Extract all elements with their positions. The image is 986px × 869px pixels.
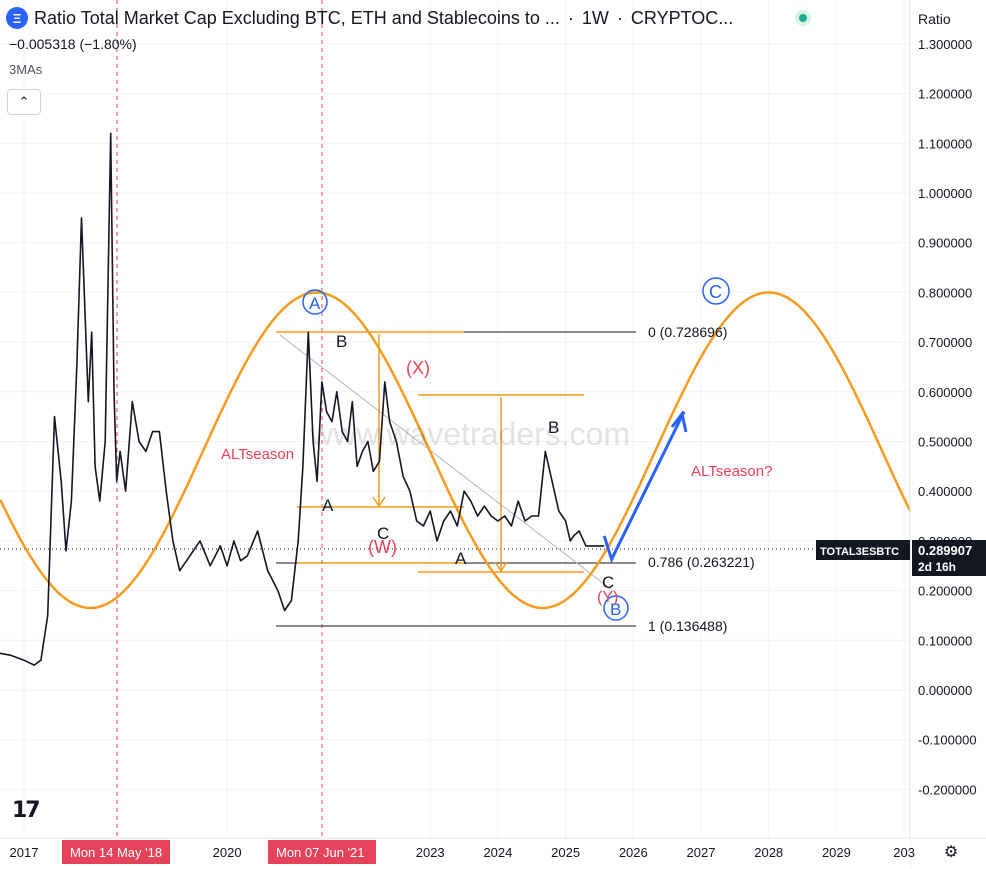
altseason-label: ALTseason [221, 446, 294, 463]
price-change: −0.005318 (−1.80%) [9, 36, 137, 52]
projection-arrow-line [602, 411, 686, 564]
interval-separator: · [567, 7, 574, 28]
tradingview-logo-icon[interactable]: 17 [12, 798, 41, 823]
altseason-question-label: ALTseason? [691, 463, 772, 480]
price-tick-label: 1.300000 [918, 37, 972, 52]
time-tick-label: 2024 [483, 845, 512, 860]
wave-y-label: (Y) [597, 589, 618, 606]
time-highlight-2 [268, 840, 376, 864]
price-tick-label: -0.200000 [918, 782, 977, 797]
sub-wave-c2: C [602, 573, 614, 592]
price-tick-label: 0.900000 [918, 236, 972, 251]
price-series-line [0, 132, 605, 666]
price-tick-label: 0.000000 [918, 683, 972, 698]
price-axis-bg[interactable] [910, 0, 986, 838]
time-tick-label: 2023 [416, 845, 445, 860]
measure-arrow-2 [494, 561, 508, 573]
current-value-badge [912, 540, 986, 576]
time-tick-label: 203 [893, 845, 915, 860]
price-tick-label: 0.400000 [918, 484, 972, 499]
sub-wave-a2: A [455, 549, 467, 568]
altseason-cycle-curve [0, 291, 919, 610]
sub-wave-b2: B [548, 418, 559, 437]
price-tick-label: 0.200000 [918, 584, 972, 599]
diagonal-trendline [279, 334, 613, 591]
sub-wave-a1: A [322, 496, 334, 515]
price-tick-label: 1.200000 [918, 87, 972, 102]
symbol-badge-label: TOTAL3ESBTC [820, 546, 899, 558]
fib-1-label: 1 (0.136488) [648, 618, 727, 634]
time-tick-label: 2025 [551, 845, 580, 860]
wave-b-circle-label: B [610, 600, 621, 619]
time-tick-label: 2020 [213, 845, 242, 860]
wave-c-circle-label: C [709, 282, 722, 302]
symbol-badge [816, 540, 910, 560]
price-tick-label: 0.600000 [918, 385, 972, 400]
watermark: www.wavetraders.com [309, 416, 630, 452]
market-status-icon[interactable] [795, 10, 811, 26]
time-tick-label: 2027 [687, 845, 716, 860]
countdown-label: 2d 16h [918, 560, 956, 574]
grid [0, 0, 910, 838]
price-tick-label: -0.100000 [918, 733, 977, 748]
wave-a-circle [302, 289, 328, 315]
time-tick-label: 2017 [10, 845, 39, 860]
current-value-label: 0.289907 [918, 543, 972, 558]
price-tick-label: 0.100000 [918, 633, 972, 648]
wave-w-label: (W) [368, 537, 397, 557]
price-scale-title[interactable]: Ratio [918, 11, 951, 27]
time-tick-label: 2026 [619, 845, 648, 860]
wave-c-circle [702, 277, 730, 305]
price-tick-label: 1.000000 [918, 186, 972, 201]
measure-arrow-1 [372, 496, 386, 508]
price-tick-label: 0.800000 [918, 285, 972, 300]
time-highlight-1 [62, 840, 170, 864]
time-highlight-2-label: Mon 07 Jun '21 [276, 845, 365, 860]
wave-x-label: (X) [406, 358, 430, 378]
exchange-separator: · [616, 7, 623, 28]
indicator-label[interactable]: 3MAs [9, 62, 43, 77]
symbol-logo-icon: Ξ [6, 7, 28, 29]
time-tick-label: 2029 [822, 845, 851, 860]
time-highlight-1-label: Mon 14 May '18 [70, 845, 162, 860]
chart-header[interactable]: Ξ Ratio Total Market Cap Excluding BTC, … [6, 6, 733, 30]
interval-label[interactable]: 1W [581, 7, 609, 28]
sub-wave-c1: C [377, 524, 389, 543]
fib-0-label: 0 (0.728696) [648, 324, 727, 340]
collapse-indicators-button[interactable]: ⌃ [7, 89, 41, 115]
price-tick-label: 0.500000 [918, 435, 972, 450]
projection-arrow-head [670, 410, 688, 433]
price-tick-label: 0.700000 [918, 335, 972, 350]
chart-title[interactable]: Ratio Total Market Cap Excluding BTC, ET… [34, 7, 560, 28]
wave-b-circle [603, 595, 629, 621]
wave-a-circle-label: A [309, 294, 321, 313]
time-tick-label: 2028 [754, 845, 783, 860]
price-axis-ticks: 1.300000 1.200000 1.100000 1.000000 0.900000… [918, 37, 977, 798]
sub-wave-b1: B [336, 332, 347, 351]
chevron-up-icon: ⌃ [18, 94, 30, 109]
fib-786-label: 0.786 (0.263221) [648, 554, 755, 570]
exchange-label[interactable]: CRYPTOC... [630, 7, 734, 28]
settings-gear-icon[interactable]: ⚙ [943, 844, 959, 861]
time-axis-ticks: 2017 2020 2023 2024 2025 2026 2027 2028 2029 203 [10, 845, 915, 860]
price-tick-label: 1.100000 [918, 136, 972, 151]
